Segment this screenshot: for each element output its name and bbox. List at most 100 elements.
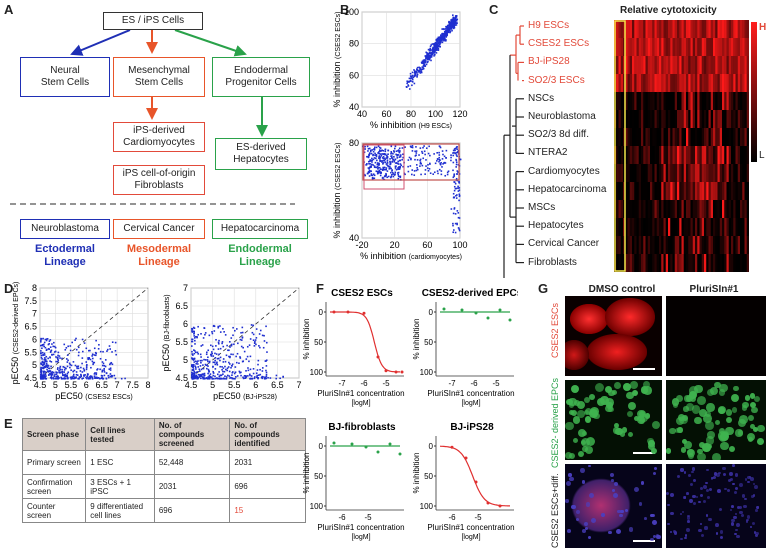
heatmap-cell <box>679 236 682 255</box>
heatmap-cell <box>656 254 660 272</box>
cell-nucleus <box>684 536 687 540</box>
data-point <box>62 377 64 380</box>
data-point <box>72 373 75 376</box>
heatmap-cell <box>733 38 736 57</box>
heatmap-cell <box>737 128 741 147</box>
heatmap-cell <box>620 164 624 183</box>
data-point <box>245 358 248 360</box>
table-row: Counter screen 9 differentiated cell lin… <box>21 498 306 523</box>
heatmap-cell <box>670 92 673 111</box>
data-point <box>383 166 386 169</box>
data-point <box>453 181 456 183</box>
data-point <box>423 65 426 67</box>
data-point <box>458 189 461 191</box>
data-point <box>371 177 374 180</box>
data-point <box>208 377 211 380</box>
x-tick-label: -20 <box>355 240 368 250</box>
cell-nucleus <box>720 441 729 451</box>
heatmap-cell <box>746 128 749 147</box>
heatmap-cell <box>692 182 696 201</box>
cell-nucleus <box>686 516 690 520</box>
data-point <box>362 311 366 315</box>
heatmap-cell <box>744 164 747 183</box>
heatmap-cell <box>645 146 648 165</box>
data-point <box>216 361 218 364</box>
data-point <box>75 348 78 351</box>
data-point <box>393 160 396 162</box>
heatmap-cell <box>717 218 720 237</box>
data-point <box>407 165 409 168</box>
heatmap-cell <box>650 218 653 237</box>
data-point <box>381 160 384 162</box>
data-point <box>385 167 388 169</box>
data-point <box>453 175 455 177</box>
heatmap-cell <box>629 182 633 201</box>
heatmap-cell <box>652 182 655 201</box>
cell-nucleus <box>684 440 692 449</box>
cell-nucleus <box>570 409 577 416</box>
data-point <box>56 375 59 377</box>
data-point <box>79 370 82 372</box>
data-point <box>444 162 447 164</box>
heatmap-cell <box>663 200 666 219</box>
data-point <box>109 375 112 378</box>
data-point <box>82 367 85 370</box>
cell-nucleus <box>569 452 576 459</box>
data-point <box>82 350 84 353</box>
data-point <box>431 43 434 45</box>
cell: 2031 <box>153 474 231 499</box>
data-point <box>199 365 202 367</box>
data-point <box>422 64 425 67</box>
data-point <box>40 371 42 374</box>
heatmap-cell <box>708 74 711 93</box>
heatmap-cell <box>623 236 626 255</box>
data-point <box>451 25 453 28</box>
heatmap-cell <box>683 164 687 183</box>
heatmap-cell <box>652 20 655 39</box>
data-point <box>41 351 44 354</box>
heatmap-cell <box>706 20 709 39</box>
cell-nucleus <box>747 475 751 480</box>
heatmap-cell <box>627 110 630 129</box>
data-point <box>96 368 99 370</box>
heatmap-cell <box>654 200 657 219</box>
heatmap-cell <box>661 56 664 75</box>
data-point <box>214 357 217 359</box>
heatmap-cell <box>629 254 633 272</box>
plot-title: BJ-fibroblasts <box>328 422 396 433</box>
data-point <box>40 363 43 366</box>
data-point <box>384 158 387 161</box>
data-point <box>416 71 418 74</box>
data-point <box>428 55 431 58</box>
data-point <box>435 46 437 48</box>
data-point <box>94 372 96 374</box>
data-point <box>426 55 429 57</box>
heatmap-cell <box>690 146 693 165</box>
data-point <box>51 371 53 374</box>
heatmap-cell <box>715 20 718 39</box>
heatmap-cell <box>665 164 669 183</box>
data-point <box>438 156 441 159</box>
heatmap-cell <box>625 56 628 75</box>
data-point <box>212 372 215 374</box>
data-point <box>209 375 212 378</box>
mesodermal-lineage: Mesodermal Lineage <box>126 243 192 268</box>
heatmap-cell <box>744 56 747 75</box>
data-point <box>114 350 117 352</box>
heatmap-cell <box>618 200 621 219</box>
data-point <box>432 173 435 175</box>
heatmap-cell <box>629 56 633 75</box>
data-point <box>204 377 206 380</box>
cell-nucleus <box>584 527 588 531</box>
heatmap-cell <box>661 200 664 219</box>
data-point <box>99 350 102 353</box>
data-point <box>453 208 456 210</box>
heatmap-cell <box>659 74 662 93</box>
data-point <box>207 368 210 371</box>
data-point <box>456 210 459 212</box>
scale-bar <box>633 368 655 370</box>
heatmap-cell <box>668 146 671 165</box>
heatmap-cell <box>616 74 619 93</box>
heatmap-cell <box>688 128 691 147</box>
data-point <box>109 369 112 371</box>
